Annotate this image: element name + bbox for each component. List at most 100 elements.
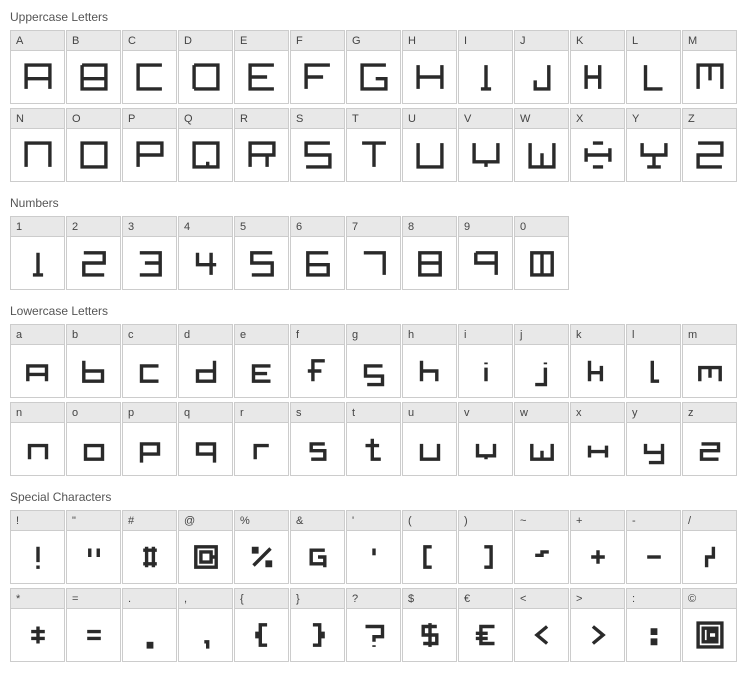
glyph-cell[interactable]: + [570,510,625,584]
glyph-cell[interactable]: V [458,108,513,182]
glyph-cell[interactable]: / [682,510,737,584]
glyph-cell[interactable]: € [458,588,513,662]
glyph-cell[interactable]: O [66,108,121,182]
glyph-cell[interactable]: & [290,510,345,584]
glyph-cell[interactable]: { [234,588,289,662]
glyph-cell[interactable]: o [66,402,121,476]
glyph-cell[interactable]: 1 [10,216,65,290]
glyph-cell[interactable]: x [570,402,625,476]
glyph-cell[interactable]: ? [346,588,401,662]
glyph-cell[interactable]: = [66,588,121,662]
glyph-cell[interactable]: % [234,510,289,584]
glyph-cell[interactable]: F [290,30,345,104]
glyph-cell[interactable]: s [290,402,345,476]
glyph-cell[interactable]: : [626,588,681,662]
glyph-cell-preview [67,423,120,475]
glyph-cell[interactable]: T [346,108,401,182]
glyph-cell-preview [179,129,232,181]
glyph-cell[interactable]: H [402,30,457,104]
glyph-cell[interactable]: m [682,324,737,398]
glyph-cell[interactable]: k [570,324,625,398]
glyph-cell[interactable]: @ [178,510,233,584]
glyph-cell[interactable]: p [122,402,177,476]
glyph-cell[interactable]: < [514,588,569,662]
glyph-cell[interactable]: r [234,402,289,476]
glyph-row: NOPQRSTUVWXYZ [10,108,738,182]
glyph-cell[interactable]: K [570,30,625,104]
glyph-cell[interactable]: c [122,324,177,398]
glyph-cell[interactable]: d [178,324,233,398]
glyph-cell[interactable]: . [122,588,177,662]
glyph-cell[interactable]: e [234,324,289,398]
glyph-cell[interactable]: ~ [514,510,569,584]
glyph-cell[interactable]: y [626,402,681,476]
glyph-cell[interactable]: 8 [402,216,457,290]
glyph-cell[interactable]: 7 [346,216,401,290]
glyph-cell-header: s [291,403,344,423]
glyph-cell[interactable]: 9 [458,216,513,290]
glyph-cell[interactable]: n [10,402,65,476]
glyph-cell[interactable]: W [514,108,569,182]
glyph-cell[interactable]: ! [10,510,65,584]
glyph-cell[interactable]: " [66,510,121,584]
glyph-cell[interactable]: > [570,588,625,662]
glyph-cell[interactable]: l [626,324,681,398]
glyph-cell[interactable]: # [122,510,177,584]
glyph-cell[interactable]: S [290,108,345,182]
glyph-cell[interactable]: A [10,30,65,104]
glyph-cell[interactable]: 5 [234,216,289,290]
glyph-cell[interactable]: J [514,30,569,104]
glyph-cell[interactable]: h [402,324,457,398]
glyph-cell[interactable]: , [178,588,233,662]
glyph-cell[interactable]: q [178,402,233,476]
glyph-cell[interactable]: B [66,30,121,104]
glyph-cell[interactable]: L [626,30,681,104]
glyph-cell[interactable]: ) [458,510,513,584]
glyph-cell[interactable]: X [570,108,625,182]
glyph-cell[interactable]: Y [626,108,681,182]
glyph-cell-header: k [571,325,624,345]
glyph-cell[interactable]: a [10,324,65,398]
glyph-cell[interactable]: R [234,108,289,182]
glyph-cell[interactable]: u [402,402,457,476]
glyph-cell[interactable]: 4 [178,216,233,290]
glyph-cell-header: J [515,31,568,51]
glyph-cell[interactable]: P [122,108,177,182]
glyph-cell[interactable]: i [458,324,513,398]
glyph-cell[interactable]: C [122,30,177,104]
glyph-cell[interactable]: - [626,510,681,584]
glyph-cell[interactable]: b [66,324,121,398]
glyph-cell-header: q [179,403,232,423]
glyph-cell[interactable]: Z [682,108,737,182]
glyph-cell[interactable]: 3 [122,216,177,290]
glyph-cell[interactable]: w [514,402,569,476]
glyph-cell-preview [403,531,456,583]
glyph-cell[interactable]: Q [178,108,233,182]
glyph-cell-preview [67,609,120,661]
glyph-cell[interactable]: } [290,588,345,662]
glyph-cell-preview [11,345,64,397]
glyph-cell[interactable]: 6 [290,216,345,290]
glyph-cell[interactable]: D [178,30,233,104]
glyph-cell[interactable]: M [682,30,737,104]
glyph-cell[interactable]: I [458,30,513,104]
glyph-cell[interactable]: v [458,402,513,476]
glyph-cell[interactable]: G [346,30,401,104]
glyph-cell[interactable]: j [514,324,569,398]
glyph-cell[interactable]: * [10,588,65,662]
glyph-cell[interactable]: ' [346,510,401,584]
glyph-cell[interactable]: E [234,30,289,104]
glyph-cell[interactable]: g [346,324,401,398]
glyph-cell[interactable]: $ [402,588,457,662]
glyph-cell[interactable]: z [682,402,737,476]
glyph-cell[interactable]: ( [402,510,457,584]
glyph-cell[interactable]: N [10,108,65,182]
glyph-cell[interactable]: 0 [514,216,569,290]
glyph-cell[interactable]: U [402,108,457,182]
glyph-cell[interactable]: t [346,402,401,476]
glyph-cell[interactable]: © [682,588,737,662]
glyph-cell-header: X [571,109,624,129]
glyph-cell[interactable]: 2 [66,216,121,290]
glyph-row: abcdefghijklm [10,324,738,398]
glyph-cell[interactable]: f [290,324,345,398]
